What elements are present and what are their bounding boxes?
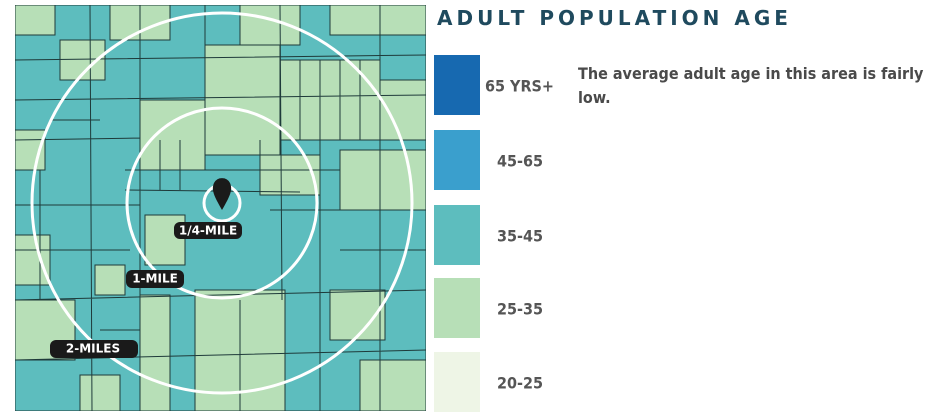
title: ADULT POPULATION AGE (437, 6, 792, 30)
legend-swatch (434, 130, 480, 190)
location-pin (212, 178, 232, 210)
legend-label: 25-35 (497, 300, 543, 319)
legend-label: 45-65 (497, 152, 543, 171)
ring-label-bg (126, 270, 184, 288)
legend-label: 35-45 (497, 227, 543, 246)
legend-swatch (434, 352, 480, 412)
ring-label-bg (174, 222, 242, 239)
ring-label: 2-MILES (66, 342, 120, 356)
ring-label-bg (50, 340, 138, 358)
radius-rings (30, 11, 414, 395)
legend-label: 65 YRS+ (485, 77, 554, 96)
ring-label: 1-MILE (132, 272, 178, 286)
legend-label: 20-25 (497, 374, 543, 393)
ring-labels: 1/4-MILE 1-MILE 2-MILES (50, 222, 242, 358)
legend-swatch (434, 205, 480, 265)
description: The average adult age in this area is fa… (578, 64, 924, 107)
legend: 65 YRS+ 45-65 35-45 25-35 20-25 (434, 55, 554, 412)
ring-label: 1/4-MILE (179, 224, 237, 238)
legend-swatch (434, 278, 480, 338)
legend-swatch (434, 55, 480, 115)
